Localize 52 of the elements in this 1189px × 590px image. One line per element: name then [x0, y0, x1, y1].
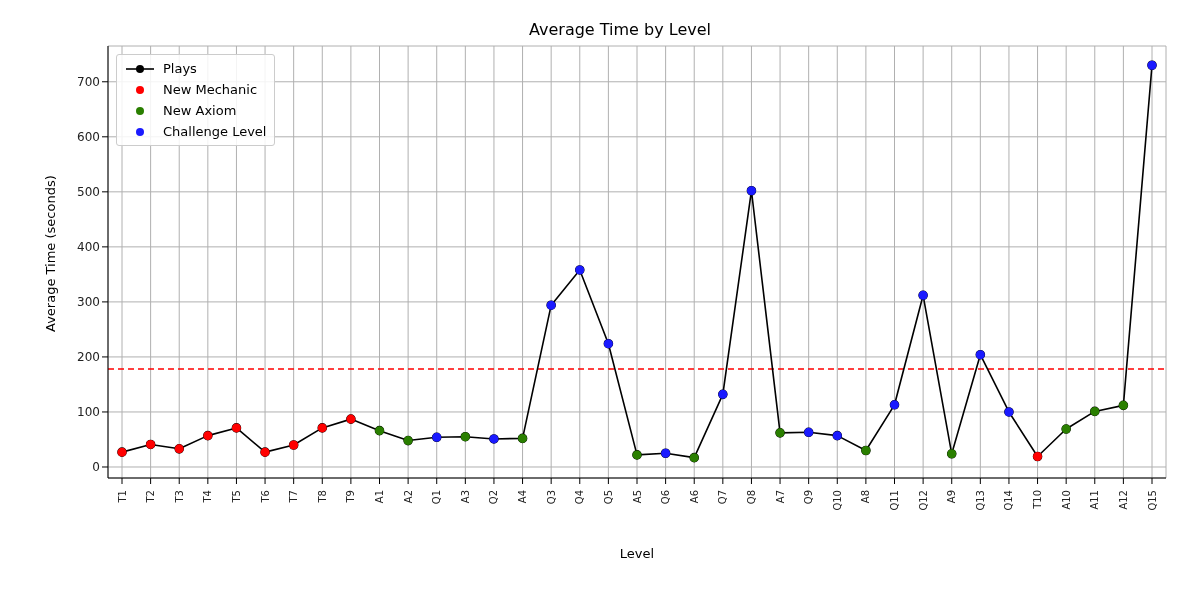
y-tick-label: 600	[77, 130, 100, 145]
x-tick-label: A3	[459, 490, 471, 504]
x-tick-label: T6	[259, 490, 271, 504]
x-tick-label: A1	[374, 490, 385, 504]
x-tick-label: Q6	[660, 490, 672, 505]
y-tick-label: 700	[77, 75, 100, 90]
x-tick-label: Q2	[488, 490, 500, 505]
x-tick-label: A7	[774, 490, 786, 504]
y-tick-label: 200	[77, 350, 100, 365]
x-tick-label: T10	[1032, 490, 1044, 510]
x-tick-label: Q13	[974, 490, 986, 511]
x-tick-label: A10	[1060, 490, 1072, 510]
x-tick-label: A9	[946, 490, 958, 504]
y-tick-label: 100	[77, 405, 100, 420]
y-tick-label: 0	[92, 460, 100, 475]
x-tick-label: Q15	[1146, 490, 1158, 511]
legend-label: New Axiom	[163, 103, 237, 118]
x-tick-label: Q8	[745, 490, 757, 505]
legend-label: New Mechanic	[163, 82, 258, 97]
x-tick-label: A11	[1089, 490, 1101, 510]
x-tick-label: A8	[860, 490, 872, 504]
y-tick-label: 400	[77, 240, 100, 255]
x-tick-label: T4	[202, 490, 214, 504]
x-tick-label: A2	[402, 490, 414, 504]
x-tick-label: Q11	[889, 490, 900, 511]
x-tick-label: Q14	[1003, 490, 1015, 511]
x-tick-label: Q1	[431, 490, 443, 505]
x-tick-label: T8	[316, 490, 328, 504]
x-tick-label: T2	[145, 490, 157, 504]
x-tick-label: Q4	[574, 490, 586, 505]
x-axis-title: Level	[619, 546, 655, 561]
legend-label: Challenge Level	[163, 124, 267, 139]
x-tick-label: A5	[631, 490, 643, 504]
x-tick-label: A4	[517, 490, 529, 504]
chart-title: Average Time by Level	[528, 20, 712, 39]
x-tick-label: Q7	[717, 490, 729, 505]
y-tick-label: 300	[77, 295, 100, 310]
x-tick-label: T9	[345, 490, 357, 504]
x-tick-label: T1	[116, 490, 128, 504]
x-tick-label: A12	[1117, 490, 1129, 510]
x-tick-label: A6	[688, 490, 700, 504]
x-tick-label: T3	[173, 490, 185, 504]
x-tick-label: Q12	[917, 490, 929, 511]
x-tick-label: Q3	[545, 490, 557, 505]
x-tick-label: Q9	[803, 490, 815, 505]
x-tick-label: T5	[230, 490, 242, 504]
y-tick-label: 500	[77, 185, 100, 200]
y-axis-title: Average Time (seconds)	[42, 175, 58, 332]
x-tick-label: Q10	[831, 490, 843, 511]
x-tick-label: Q5	[602, 490, 614, 505]
legend-label: Plays	[163, 61, 197, 76]
x-tick-label: T7	[288, 490, 300, 504]
